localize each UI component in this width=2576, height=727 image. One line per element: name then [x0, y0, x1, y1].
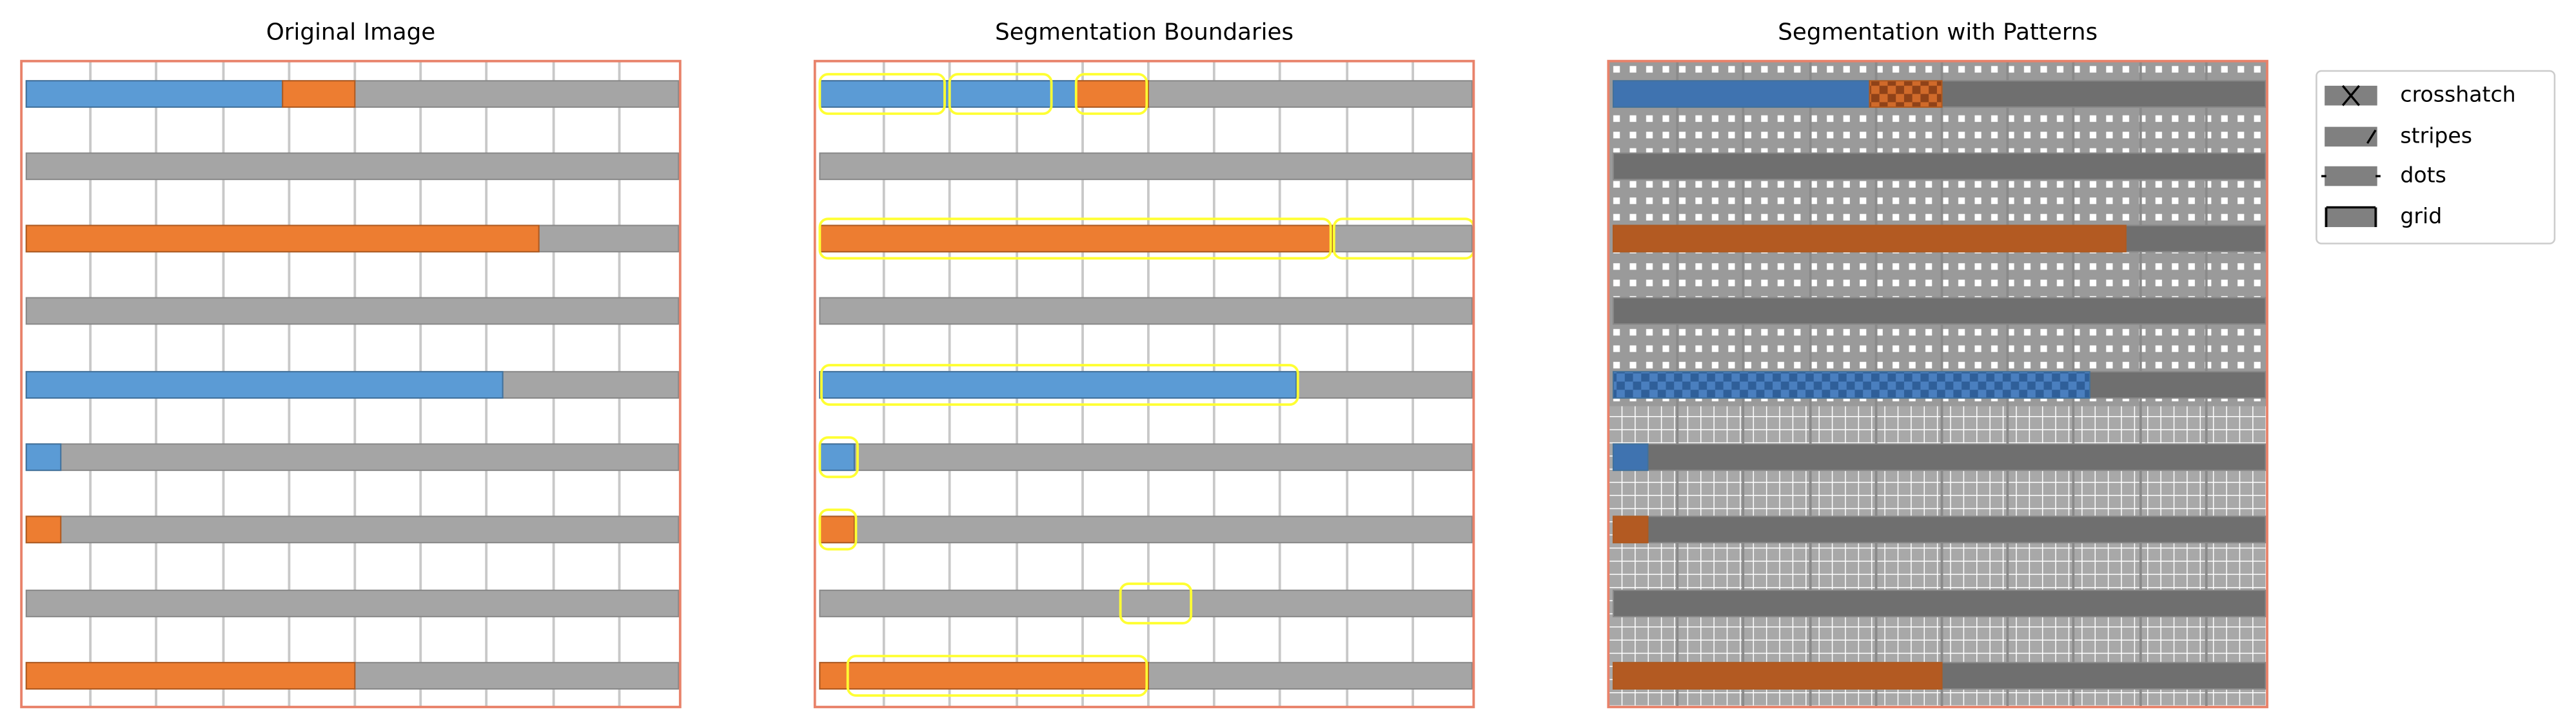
legend-patch	[2325, 126, 2377, 147]
segment-outline	[820, 364, 1299, 406]
bar-track	[1612, 443, 2266, 472]
bar-segment	[819, 443, 855, 472]
legend-pattern	[2341, 85, 2360, 106]
bar-segment	[1612, 662, 1943, 690]
bar-track	[25, 297, 680, 325]
bar-segment	[1612, 224, 2127, 253]
bar-segment	[1869, 80, 1943, 108]
bar-track	[819, 443, 1473, 472]
panel	[20, 59, 682, 708]
bar-segment	[25, 662, 356, 690]
bar-segment	[819, 371, 1297, 399]
bar-segment	[25, 224, 540, 253]
bar-track	[25, 515, 680, 544]
image-frame	[1607, 59, 2268, 708]
panel-title: Original Image	[266, 19, 436, 45]
legend-label: crosshatch	[2400, 82, 2515, 107]
bar-track	[25, 152, 680, 181]
panel	[1607, 59, 2268, 708]
bar-segment	[1612, 515, 1649, 544]
bar-track	[1612, 152, 2266, 181]
bar-segment	[819, 515, 855, 544]
bar-segment	[819, 662, 1149, 690]
segment-outline	[948, 73, 1053, 115]
segment-outline	[818, 73, 946, 115]
segment-outline	[1119, 582, 1193, 624]
legend-label: stripes	[2400, 123, 2472, 148]
bar-segment	[25, 443, 62, 472]
segment-outline	[818, 217, 1332, 260]
bar-track	[1612, 297, 2266, 325]
legend-patch	[2325, 207, 2377, 228]
bar-track	[819, 590, 1473, 617]
segment-outline	[1074, 73, 1148, 115]
legend-patch	[2325, 166, 2377, 186]
bar-segment	[25, 371, 504, 399]
image-frame	[813, 59, 1475, 708]
bar-segment	[25, 80, 284, 108]
bar-segment	[282, 80, 356, 108]
bar-track	[25, 590, 680, 617]
bar-segment	[1612, 443, 1649, 472]
bar-segment	[819, 80, 1077, 108]
bar-track	[819, 297, 1473, 325]
bar-track	[819, 515, 1473, 544]
segment-outline	[818, 436, 859, 479]
panel-title: Segmentation with Patterns	[1778, 19, 2098, 45]
image-frame	[20, 59, 682, 708]
segment-outline	[818, 508, 858, 551]
legend-pattern	[2325, 206, 2377, 228]
bar-segment	[1612, 371, 2090, 399]
bar-track	[819, 152, 1473, 181]
bar-track	[1612, 515, 2266, 544]
legend-label: dots	[2400, 163, 2446, 188]
legend-box	[2315, 70, 2556, 244]
panel	[813, 59, 1475, 708]
bar-track	[1612, 590, 2266, 617]
segment-outline	[846, 655, 1148, 697]
legend-label: grid	[2400, 203, 2442, 228]
bar-segment	[1612, 80, 1871, 108]
bar-segment	[1075, 80, 1149, 108]
bar-track	[25, 443, 680, 472]
legend-pattern	[2366, 129, 2377, 144]
panel-title: Segmentation Boundaries	[995, 19, 1293, 45]
bar-segment	[25, 515, 62, 544]
bar-segment	[819, 224, 1333, 253]
legend: crosshatch stripes dots grid	[2315, 70, 2556, 244]
